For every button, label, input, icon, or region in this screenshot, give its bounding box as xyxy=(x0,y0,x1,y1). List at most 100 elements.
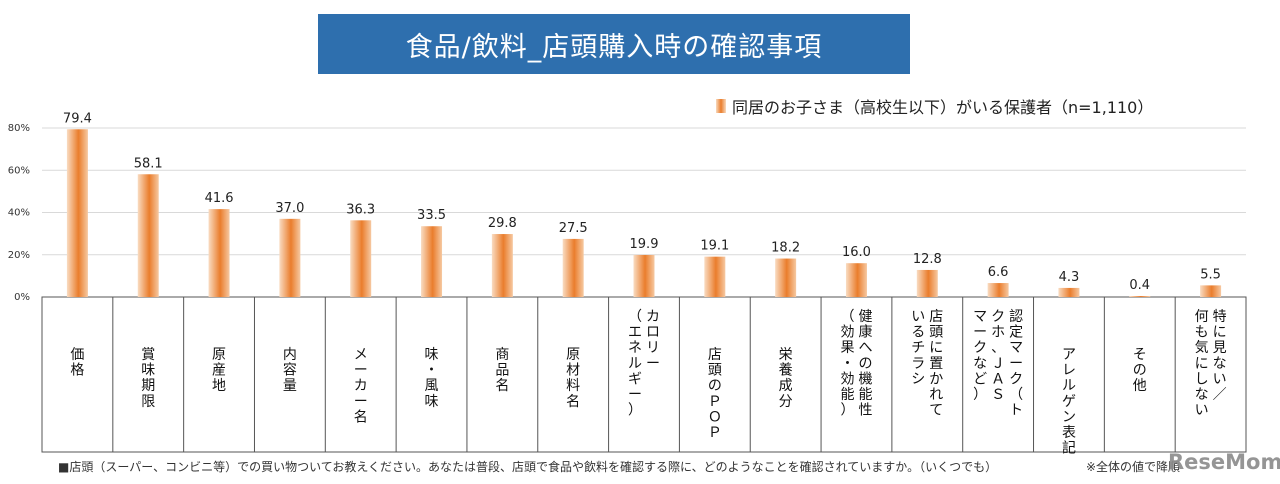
bar xyxy=(137,174,159,297)
bar xyxy=(633,254,655,297)
category-char: な xyxy=(1213,356,1227,372)
category-char: ー xyxy=(628,387,642,403)
category-char: マ xyxy=(1009,340,1023,356)
category-char: ） xyxy=(840,403,854,419)
category-char: 店 xyxy=(708,347,722,363)
category-char: る xyxy=(911,325,925,341)
category-char: リ xyxy=(646,340,660,356)
bar xyxy=(562,238,584,297)
category-char: 定 xyxy=(1009,325,1023,341)
category-char: 格 xyxy=(70,363,84,379)
chart-title: 食品/飲料_店頭購入時の確認事項 xyxy=(318,14,910,74)
category-char: 風 xyxy=(425,378,439,394)
value-label: 36.3 xyxy=(346,202,375,217)
resemom-logo: ReseMom xyxy=(1168,450,1280,474)
category-char: 、 xyxy=(991,340,1005,356)
category-char: ン xyxy=(1062,409,1076,425)
category-char: 味 xyxy=(425,347,439,363)
value-label: 19.9 xyxy=(630,237,659,252)
category-char: ネ xyxy=(628,340,642,356)
category-char: 容 xyxy=(283,362,297,379)
y-tick-label: 0% xyxy=(14,292,30,303)
y-tick-label: 80% xyxy=(8,123,30,134)
bar xyxy=(1129,296,1151,297)
value-label: 37.0 xyxy=(275,201,304,216)
bar xyxy=(279,218,301,297)
category-char: ロ xyxy=(646,325,660,341)
category-char: 機 xyxy=(858,371,872,387)
category-char: （ xyxy=(628,309,642,325)
y-tick-label: 60% xyxy=(8,165,30,176)
bar xyxy=(704,256,726,297)
category-char: い xyxy=(1213,371,1227,387)
category-char: か xyxy=(929,371,943,387)
y-tick-label: 20% xyxy=(8,250,30,261)
legend-label: 同居のお子さま（高校生以下）がいる保護者（n=1,110） xyxy=(732,98,1154,117)
category-char: 能 xyxy=(840,387,854,403)
category-char: Ｏ xyxy=(708,409,722,425)
category-char: ク xyxy=(973,340,987,356)
category-char: 認 xyxy=(1009,309,1023,325)
category-char: な xyxy=(1195,387,1209,403)
value-label: 79.4 xyxy=(63,111,92,126)
category-char: そ xyxy=(1133,347,1147,363)
bar xyxy=(775,258,797,297)
category-char: ど xyxy=(973,371,987,387)
bar xyxy=(66,129,88,297)
category-char: に xyxy=(1213,325,1227,341)
category-label: 原産地 xyxy=(212,347,226,394)
value-label: 6.6 xyxy=(988,265,1009,280)
value-label: 12.8 xyxy=(913,252,942,267)
value-label: 58.1 xyxy=(134,156,163,171)
value-label: 19.1 xyxy=(700,239,729,254)
category-char: ル xyxy=(1062,378,1076,394)
category-char: 果 xyxy=(840,340,854,356)
category-char: れ xyxy=(929,387,943,403)
category-char: ー xyxy=(1009,356,1023,372)
category-char: シ xyxy=(911,371,925,387)
category-char: 効 xyxy=(840,325,854,341)
category-char: 量 xyxy=(283,378,297,394)
category-char: て xyxy=(929,403,943,419)
category-char: ー xyxy=(354,394,368,410)
category-char: し xyxy=(1195,371,1209,387)
category-char: Ｐ xyxy=(708,425,722,441)
category-char: ト xyxy=(1009,403,1023,419)
category-char: 内 xyxy=(283,347,297,363)
category-char: ー xyxy=(973,325,987,341)
legend-swatch xyxy=(716,99,726,113)
category-char: ー xyxy=(646,356,660,372)
category-char: メ xyxy=(354,347,368,363)
category-char: に xyxy=(1195,356,1209,372)
category-char: 賞 xyxy=(141,347,155,363)
category-char: 健 xyxy=(858,309,872,325)
category-label: その他 xyxy=(1133,347,1147,394)
category-char: 原 xyxy=(566,347,580,363)
category-char: 価 xyxy=(70,347,84,363)
category-char: 分 xyxy=(779,394,793,410)
category-char: ・ xyxy=(425,363,439,379)
bar xyxy=(208,209,230,297)
value-label: 0.4 xyxy=(1129,278,1150,293)
category-char: も xyxy=(1195,325,1209,341)
category-char: 名 xyxy=(566,394,580,410)
category-char: カ xyxy=(646,309,660,325)
category-char: ホ xyxy=(991,325,1005,341)
category-char: 地 xyxy=(212,378,226,394)
bar xyxy=(421,226,443,297)
category-char: ア xyxy=(1062,347,1076,363)
category-char: 品 xyxy=(495,363,509,379)
value-label: 18.2 xyxy=(771,241,800,256)
category-char: ） xyxy=(628,403,642,419)
category-char: ラ xyxy=(911,356,925,372)
category-char: に xyxy=(929,340,943,356)
category-char: チ xyxy=(911,340,925,356)
category-char: ギ xyxy=(628,371,642,387)
